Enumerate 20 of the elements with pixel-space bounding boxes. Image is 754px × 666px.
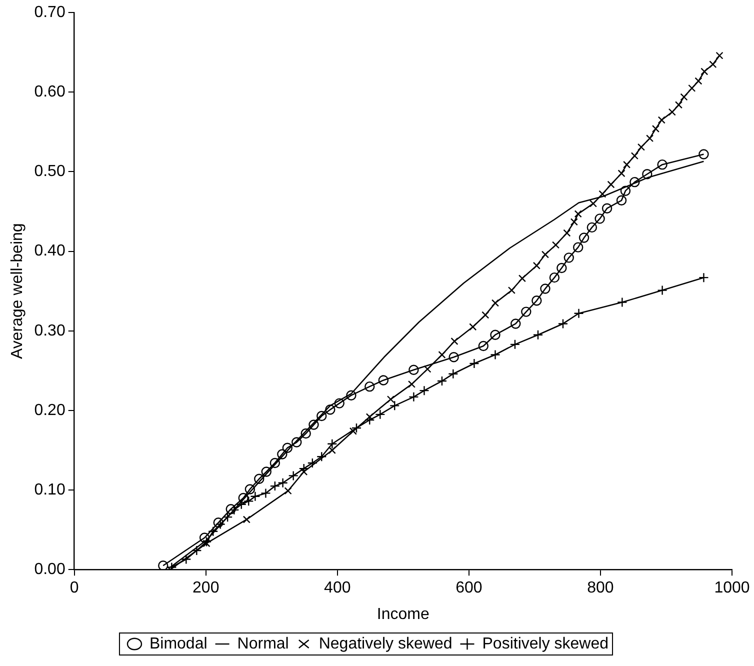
legend-label: Normal <box>237 635 289 652</box>
legend-label: Bimodal <box>149 635 208 652</box>
legend-label: Negatively skewed <box>318 635 452 652</box>
y-tick-label: 0.50 <box>34 163 66 180</box>
x-tick-label: 400 <box>324 580 351 597</box>
x-axis-title: Income <box>376 606 430 623</box>
y-tick-label: 0.30 <box>34 322 66 340</box>
y-tick-label: 0.10 <box>34 481 66 498</box>
x-tick-label: 800 <box>587 580 614 597</box>
x-tick-label: 600 <box>456 580 482 597</box>
x-tick-label: 0 <box>70 580 79 597</box>
y-tick-label: 0.00 <box>34 561 66 578</box>
y-tick-label: 0.40 <box>34 242 66 260</box>
x-tick-label: 200 <box>192 580 220 597</box>
y-axis-title: Average well-being <box>9 223 26 359</box>
y-tick-label: 0.20 <box>34 402 66 419</box>
y-tick-label: 0.60 <box>34 84 66 101</box>
x-tick-label: 1000 <box>714 580 750 597</box>
y-tick-label: 0.70 <box>34 4 66 22</box>
legend-label: Positively skewed <box>482 635 609 652</box>
